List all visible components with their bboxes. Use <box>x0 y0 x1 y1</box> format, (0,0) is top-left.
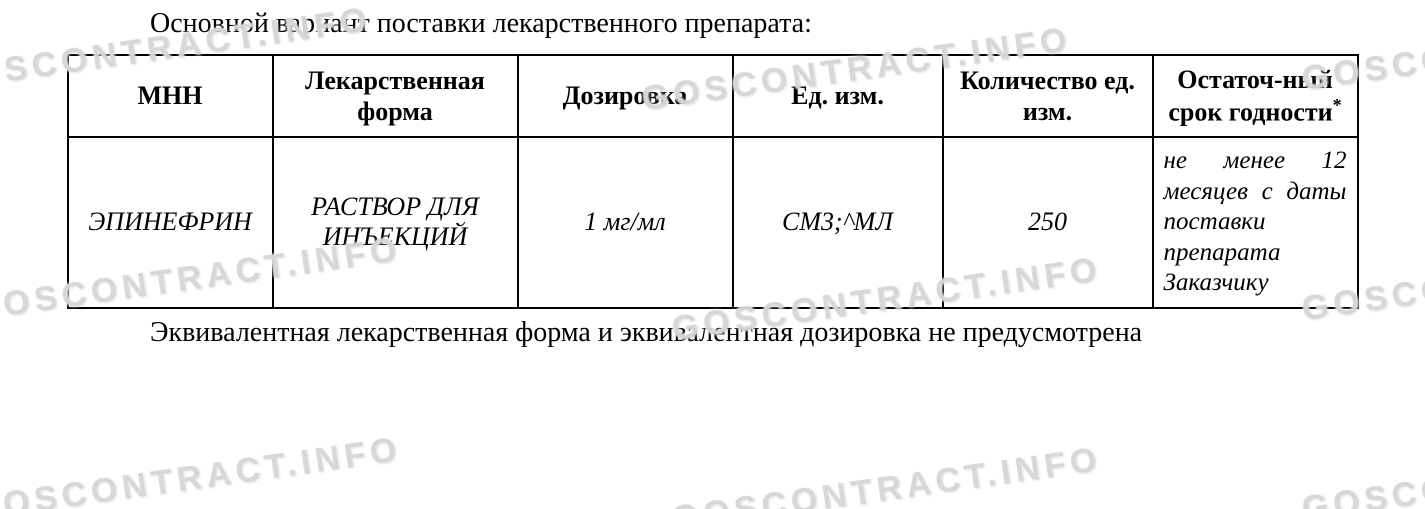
cell-qty: 250 <box>943 137 1153 308</box>
table-row: ЭПИНЕФРИН РАСТВОР ДЛЯ ИНЪЕКЦИЙ 1 мг/мл С… <box>68 137 1358 308</box>
col-shelf-label: Остаточ-ный срок годности <box>1168 65 1332 127</box>
watermark: GOSCONTRACT.INFO <box>669 440 1103 509</box>
asterisk: * <box>1333 95 1342 115</box>
footnote: Эквивалентная лекарственная форма и экви… <box>60 315 1365 350</box>
col-qty: Количество ед. изм. <box>943 55 1153 137</box>
watermark: GOSCONTRACT.INFO <box>1299 430 1425 509</box>
cell-dosage: 1 мг/мл <box>518 137 733 308</box>
col-unit: Ед. изм. <box>733 55 943 137</box>
spec-table: МНН Лекарственная форма Дозировка Ед. из… <box>67 54 1359 309</box>
col-dosage: Дозировка <box>518 55 733 137</box>
table-header-row: МНН Лекарственная форма Дозировка Ед. из… <box>68 55 1358 137</box>
col-form: Лекарственная форма <box>273 55 518 137</box>
page-title: Основной вариант поставки лекарственного… <box>60 8 1365 40</box>
cell-form: РАСТВОР ДЛЯ ИНЪЕКЦИЙ <box>273 137 518 308</box>
cell-unit: СМ3;^МЛ <box>733 137 943 308</box>
cell-shelf: не менее 12 месяцев с даты поставки преп… <box>1153 137 1358 308</box>
watermark: GOSCONTRACT.INFO <box>0 430 404 509</box>
col-shelf: Остаточ-ный срок годности* <box>1153 55 1358 137</box>
cell-mnn: ЭПИНЕФРИН <box>68 137 273 308</box>
col-mnn: МНН <box>68 55 273 137</box>
